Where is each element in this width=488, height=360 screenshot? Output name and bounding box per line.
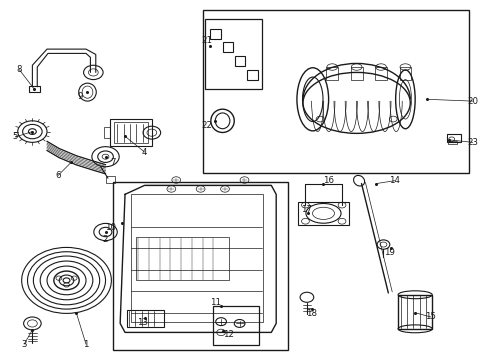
- Text: 17: 17: [301, 205, 312, 214]
- Text: 15: 15: [425, 312, 435, 321]
- Text: 14: 14: [388, 176, 399, 185]
- Bar: [212, 306, 259, 345]
- Bar: [203, 10, 468, 173]
- Bar: [222, 42, 233, 52]
- Text: 8: 8: [17, 65, 22, 74]
- Bar: [446, 134, 460, 141]
- Bar: [246, 69, 257, 80]
- Bar: [110, 119, 152, 146]
- Text: 6: 6: [55, 171, 61, 180]
- Bar: [374, 67, 386, 80]
- Bar: [350, 67, 362, 80]
- Text: 16: 16: [322, 176, 333, 185]
- Text: 21: 21: [201, 36, 211, 45]
- Text: 18: 18: [305, 309, 317, 318]
- Bar: [114, 122, 148, 143]
- Bar: [399, 67, 410, 80]
- Bar: [447, 140, 456, 144]
- Text: 12: 12: [223, 330, 234, 339]
- Bar: [103, 127, 110, 138]
- Text: 2: 2: [102, 235, 108, 244]
- Bar: [210, 29, 221, 39]
- Text: 7: 7: [110, 158, 115, 167]
- Text: 9: 9: [77, 92, 82, 101]
- Bar: [131, 194, 263, 321]
- Text: 19: 19: [384, 248, 394, 257]
- Text: 4: 4: [142, 148, 147, 157]
- Text: 22: 22: [201, 121, 211, 130]
- Text: 5: 5: [13, 132, 18, 141]
- Bar: [105, 176, 115, 183]
- Text: 1: 1: [83, 340, 89, 349]
- Bar: [205, 19, 261, 89]
- Text: 13: 13: [136, 318, 147, 327]
- Text: 10: 10: [105, 223, 116, 232]
- Text: 20: 20: [466, 96, 477, 105]
- Bar: [326, 67, 337, 80]
- Bar: [234, 56, 245, 66]
- Text: 11: 11: [209, 298, 220, 307]
- Bar: [397, 295, 431, 329]
- Bar: [113, 182, 288, 350]
- Bar: [29, 86, 40, 92]
- Bar: [127, 310, 163, 327]
- Text: 3: 3: [21, 340, 27, 349]
- Bar: [136, 237, 228, 280]
- Bar: [298, 202, 348, 225]
- Text: 23: 23: [466, 138, 477, 147]
